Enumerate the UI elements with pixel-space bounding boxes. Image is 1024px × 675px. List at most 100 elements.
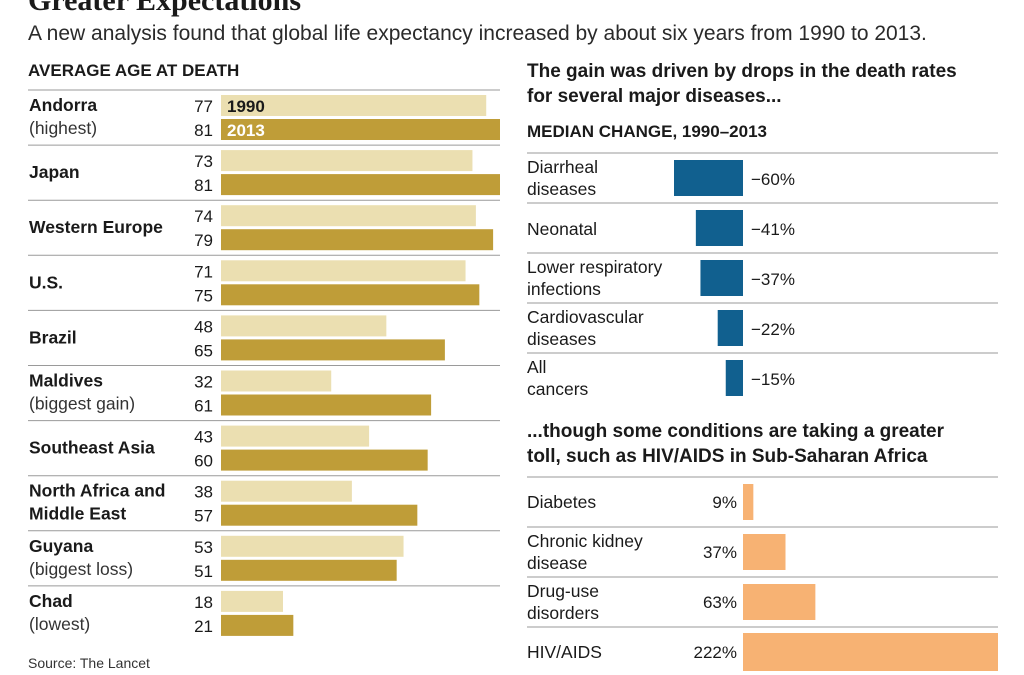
category-label: cancers <box>527 379 589 399</box>
category-label: Cardiovascular <box>527 307 644 327</box>
increase-bar <box>743 534 786 570</box>
value-label: 222% <box>694 643 737 662</box>
value-label-2013: 61 <box>194 397 213 416</box>
value-label-1990: 73 <box>194 152 213 171</box>
value-label-2013: 51 <box>194 562 213 581</box>
category-label: Lower respiratory <box>527 257 662 277</box>
value-label: −22% <box>751 320 795 339</box>
category-label: Diarrheal <box>527 157 598 177</box>
bar-2013 <box>221 284 480 306</box>
category-label: Western Europe <box>29 217 163 237</box>
panel-title: AVERAGE AGE AT DEATH <box>28 61 239 80</box>
value-label-2013: 57 <box>194 507 213 526</box>
category-label: Brazil <box>29 327 77 347</box>
value-label-1990: 48 <box>194 317 213 336</box>
category-label: North Africa and <box>29 481 165 501</box>
bar-2013 <box>221 559 397 581</box>
bar-2013 <box>221 614 294 636</box>
legend-1990: 1990 <box>227 97 265 116</box>
category-label: Drug-use <box>527 581 599 601</box>
value-label: −60% <box>751 170 795 189</box>
bar-1990 <box>221 150 473 172</box>
category-label: All <box>527 357 546 377</box>
value-label: −41% <box>751 220 795 239</box>
value-label-1990: 77 <box>194 97 213 116</box>
value-label-2013: 81 <box>194 176 213 195</box>
increase-bar <box>743 584 816 620</box>
panel-title: MEDIAN CHANGE, 1990–2013 <box>527 122 767 141</box>
value-label: 9% <box>712 493 737 512</box>
decline-bar <box>700 260 743 296</box>
bar-2013 <box>221 229 494 251</box>
bar-1990 <box>221 315 387 337</box>
bar-2013 <box>221 174 500 196</box>
value-label: 63% <box>703 593 737 612</box>
category-note: (highest) <box>29 118 97 138</box>
bar-1990 <box>221 535 404 557</box>
value-label-2013: 60 <box>194 452 213 471</box>
decline-bar <box>695 210 743 246</box>
category-label: diseases <box>527 179 596 199</box>
category-label: Guyana <box>29 536 93 556</box>
category-label: U.S. <box>29 272 63 292</box>
value-label: −37% <box>751 270 795 289</box>
bar-2013 <box>221 339 445 361</box>
legend-2013: 2013 <box>227 121 265 140</box>
bar-2013 <box>221 504 418 526</box>
category-label: Southeast Asia <box>29 438 155 458</box>
decline-bar <box>725 360 743 396</box>
bar-1990 <box>221 370 332 392</box>
bar-1990 <box>221 95 487 116</box>
category-label: Japan <box>29 162 80 182</box>
category-note: (lowest) <box>29 614 90 634</box>
category-label: Chad <box>29 591 73 611</box>
category-label: Diabetes <box>527 492 596 512</box>
category-label: disorders <box>527 603 599 623</box>
headline-line-2: toll, such as HIV/AIDS in Sub-Saharan Af… <box>527 446 928 467</box>
category-label: Chronic kidney <box>527 531 643 551</box>
value-label-2013: 65 <box>194 341 213 360</box>
headline-line-1: The gain was driven by drops in the deat… <box>527 61 957 82</box>
bar-1990 <box>221 205 476 227</box>
category-note: (biggest gain) <box>29 394 135 414</box>
category-label: Neonatal <box>527 219 597 239</box>
bar-1990 <box>221 480 352 502</box>
headline-line-1: ...though some conditions are taking a g… <box>527 421 945 442</box>
value-label: −15% <box>751 370 795 389</box>
headline-line-2: for several major diseases... <box>527 86 782 107</box>
increase-bar <box>743 633 998 671</box>
value-label-1990: 74 <box>194 207 213 226</box>
value-label: 37% <box>703 543 737 562</box>
category-note: (biggest loss) <box>29 559 133 579</box>
chart-title: Greater Expectations <box>28 0 302 17</box>
value-label-1990: 43 <box>194 428 213 447</box>
bar-1990 <box>221 260 466 282</box>
category-label: Andorra <box>29 95 97 115</box>
value-label-1990: 32 <box>194 373 213 392</box>
bar-1990 <box>221 590 283 612</box>
value-label-2013: 75 <box>194 286 213 305</box>
value-label-2013: 21 <box>194 617 213 636</box>
decline-bar <box>674 160 743 196</box>
category-label: HIV/AIDS <box>527 642 602 662</box>
bar-2013 <box>221 119 500 140</box>
decline-bar <box>717 310 743 346</box>
value-label-2013: 81 <box>194 121 213 140</box>
value-label-1990: 18 <box>194 593 213 612</box>
category-label: Maldives <box>29 371 103 391</box>
category-label: disease <box>527 553 587 573</box>
category-note: Middle East <box>29 504 126 524</box>
bar-1990 <box>221 425 370 447</box>
category-label: diseases <box>527 329 596 349</box>
value-label-1990: 71 <box>194 262 213 281</box>
chart-subtitle: A new analysis found that global life ex… <box>28 22 927 45</box>
increase-panel: ...though some conditions are taking a g… <box>527 421 998 671</box>
age-at-death-panel: AVERAGE AGE AT DEATH 77 81 Andorra (highest)… <box>28 61 500 636</box>
increase-bar <box>743 484 754 520</box>
source-note: Source: The Lancet <box>28 655 150 671</box>
bar-2013 <box>221 394 432 416</box>
value-label-1990: 53 <box>194 538 213 557</box>
bar-2013 <box>221 449 428 471</box>
decline-panel: The gain was driven by drops in the deat… <box>527 61 998 399</box>
